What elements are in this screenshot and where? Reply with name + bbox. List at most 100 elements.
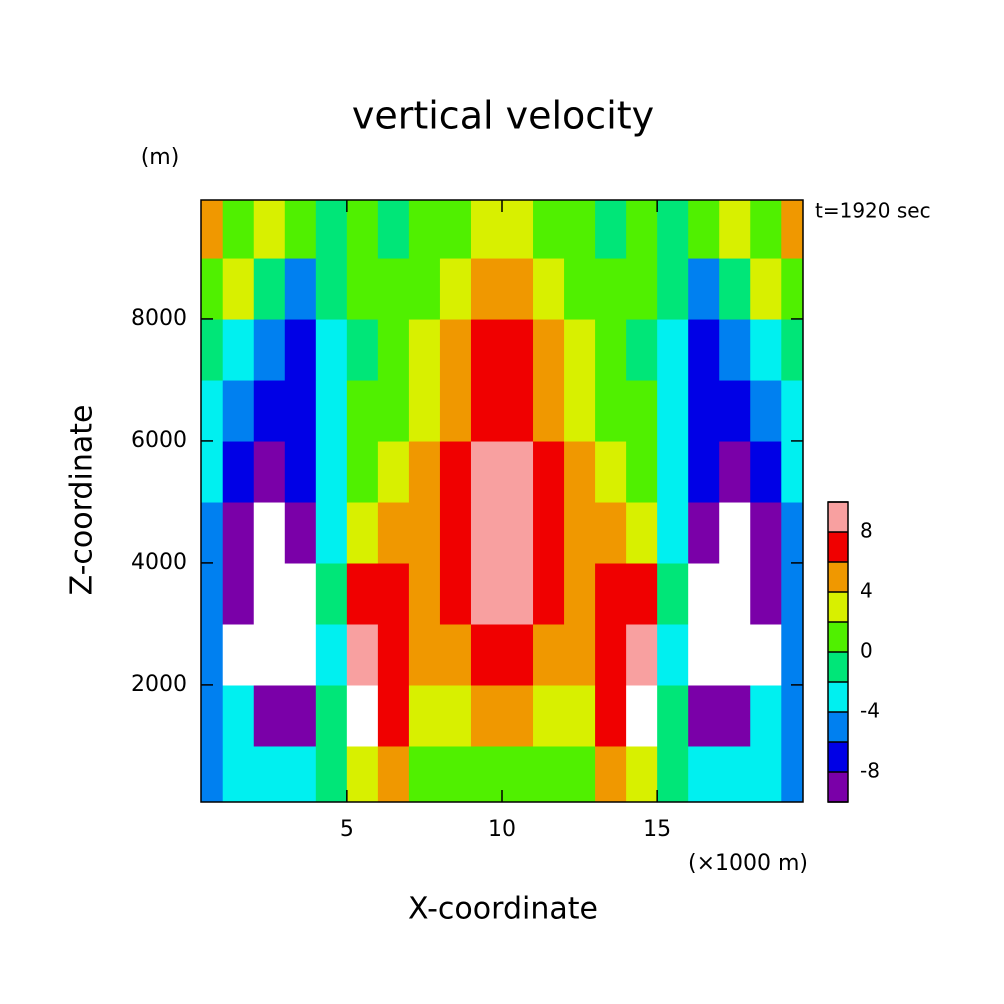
contour-cell <box>750 318 782 381</box>
contour-cell <box>315 623 348 686</box>
chart-title: vertical velocity <box>352 94 654 138</box>
contour-cell <box>253 200 286 259</box>
contour-cell <box>626 562 658 625</box>
contour-cell <box>201 257 224 320</box>
contour-cell <box>781 440 803 503</box>
contour-cell <box>781 200 803 259</box>
contour-cell <box>502 200 534 259</box>
contour-cell <box>377 257 410 320</box>
contour-cell <box>657 379 689 442</box>
contour-cell <box>470 501 503 564</box>
contour-cell <box>595 562 627 625</box>
contour-cell <box>626 501 658 564</box>
contour-cell <box>781 501 803 564</box>
contour-cell <box>253 745 286 802</box>
contour-cell <box>719 562 751 625</box>
contour-cell <box>470 257 503 320</box>
contour-cell <box>719 257 751 320</box>
contour-cell <box>688 684 720 747</box>
contour-cell <box>626 200 658 259</box>
contour-cell <box>253 257 286 320</box>
contour-cell <box>315 318 348 381</box>
contour-cell <box>222 562 255 625</box>
contour-cell <box>439 440 472 503</box>
contour-cell <box>284 501 317 564</box>
contour-cell <box>408 562 441 625</box>
y-tick-label: 4000 <box>131 550 187 575</box>
contour-cell <box>626 440 658 503</box>
contour-cell <box>315 200 348 259</box>
contour-cell <box>502 257 534 320</box>
contour-cell <box>657 200 689 259</box>
contour-cell <box>657 318 689 381</box>
contour-cell <box>688 379 720 442</box>
contour-cell <box>564 562 596 625</box>
contour-cell <box>657 745 689 802</box>
contour-cell <box>688 257 720 320</box>
contour-cell <box>750 684 782 747</box>
contour-cell <box>284 318 317 381</box>
y-tick-label: 2000 <box>131 672 187 697</box>
contour-cell <box>564 200 596 259</box>
x-axis-label: X-coordinate <box>408 892 598 927</box>
contour-cell <box>408 379 441 442</box>
contour-cell <box>533 501 565 564</box>
contour-cell <box>502 684 534 747</box>
contour-cell <box>719 684 751 747</box>
contour-cell <box>408 684 441 747</box>
contour-cell <box>222 257 255 320</box>
contour-cell <box>377 440 410 503</box>
contour-cell <box>781 257 803 320</box>
contour-cell <box>222 684 255 747</box>
contour-cell <box>346 684 379 747</box>
contour-cell <box>284 745 317 802</box>
contour-cell <box>750 562 782 625</box>
contour-cell <box>439 745 472 802</box>
contour-cell <box>688 318 720 381</box>
contour-cell <box>439 623 472 686</box>
contour-cell <box>595 318 627 381</box>
contour-cell <box>533 440 565 503</box>
contour-cell <box>595 440 627 503</box>
colorbar-swatch <box>828 562 848 592</box>
contour-cell <box>201 200 224 259</box>
contour-cell <box>315 562 348 625</box>
contour-cell <box>719 745 751 802</box>
colorbar-swatch <box>828 682 848 712</box>
contour-cell <box>222 379 255 442</box>
contour-cell <box>564 318 596 381</box>
contour-cell <box>346 623 379 686</box>
contour-cell <box>284 440 317 503</box>
contour-cell <box>346 562 379 625</box>
contour-cell <box>346 379 379 442</box>
contour-cell <box>222 501 255 564</box>
contour-cell <box>439 379 472 442</box>
contour-cell <box>502 501 534 564</box>
contour-cell <box>750 200 782 259</box>
colorbar-frame <box>827 501 849 803</box>
contour-cell <box>470 745 503 802</box>
contour-cell <box>533 379 565 442</box>
contour-cell <box>626 318 658 381</box>
contour-cell <box>470 440 503 503</box>
contour-cell <box>377 745 410 802</box>
contour-cell <box>377 318 410 381</box>
contour-cell <box>346 440 379 503</box>
contour-cell <box>408 745 441 802</box>
contour-cell <box>781 745 803 802</box>
contour-cell <box>502 318 534 381</box>
contour-cell <box>222 623 255 686</box>
colorbar-tick-label: 4 <box>860 579 873 603</box>
annotation: t=1920 sec <box>815 199 931 223</box>
colorbar-swatch <box>828 502 848 532</box>
contour-cell <box>470 200 503 259</box>
contour-cell <box>533 623 565 686</box>
contour-cell <box>502 623 534 686</box>
contour-cell <box>564 501 596 564</box>
contour-cell <box>346 257 379 320</box>
colorbar-tick-label: -4 <box>860 699 880 723</box>
contour-cell <box>253 501 286 564</box>
contour-cell <box>626 745 658 802</box>
contour-cell <box>439 501 472 564</box>
